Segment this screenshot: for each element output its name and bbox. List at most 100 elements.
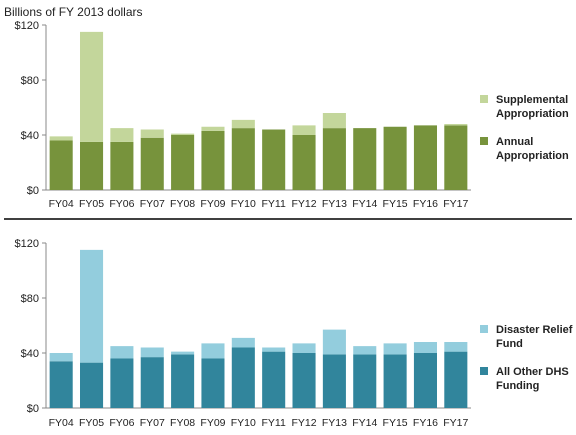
bar-annual-appropriation-fy05	[80, 141, 104, 190]
bar-annual-appropriation-fy17	[444, 125, 468, 190]
x-tick-label: FY15	[383, 417, 408, 429]
legend-swatch-supplemental-appropriation	[480, 95, 488, 103]
bar-supplemental-appropriation-fy17	[444, 124, 468, 126]
x-tick-label: FY13	[322, 417, 347, 429]
x-tick-label: FY17	[443, 198, 468, 210]
x-tick-label: FY11	[262, 417, 286, 429]
legend-label-annual-appropriation: Annual Appropriation	[496, 136, 569, 162]
bar-annual-appropriation-fy04	[49, 140, 73, 190]
bar-supplemental-appropriation-fy10	[231, 119, 255, 129]
bar-disaster-relief-fund-fy12	[292, 343, 316, 353]
bar-disaster-relief-fund-fy07	[140, 347, 164, 358]
x-tick-label: FY17	[443, 417, 468, 429]
bar-supplemental-appropriation-fy08	[171, 133, 195, 135]
bar-disaster-relief-fund-fy10	[231, 337, 255, 348]
bar-disaster-relief-fund-fy11	[262, 347, 286, 352]
bar-all-other-dhs-funding-fy16	[413, 353, 437, 408]
x-tick-label: FY12	[291, 417, 316, 429]
bar-disaster-relief-fund-fy15	[383, 343, 407, 355]
bar-disaster-relief-fund-fy16	[413, 342, 437, 353]
bar-supplemental-appropriation-fy13	[322, 113, 346, 129]
legend-swatch-all-other-dhs-funding	[480, 367, 488, 375]
bar-annual-appropriation-fy08	[171, 135, 195, 190]
bar-supplemental-appropriation-fy07	[140, 129, 164, 138]
x-tick-label: FY04	[49, 198, 74, 210]
x-tick-label: FY10	[231, 198, 256, 210]
bar-supplemental-appropriation-fy12	[292, 125, 316, 135]
x-tick-label: FY16	[413, 198, 438, 210]
bar-all-other-dhs-funding-fy10	[231, 347, 255, 408]
bar-annual-appropriation-fy09	[201, 130, 225, 190]
bar-all-other-dhs-funding-fy15	[383, 354, 407, 408]
x-tick-label: FY11	[262, 198, 286, 210]
x-tick-label: FY05	[79, 198, 104, 210]
x-tick-label: FY07	[140, 417, 165, 429]
bar-all-other-dhs-funding-fy06	[110, 358, 134, 408]
x-tick-label: FY08	[170, 198, 195, 210]
bar-annual-appropriation-fy16	[413, 125, 437, 190]
x-tick-label: FY07	[140, 198, 165, 210]
bar-disaster-relief-fund-fy09	[201, 343, 225, 359]
legend-label-disaster-relief-fund: Disaster Relief Fund	[496, 324, 573, 350]
x-tick-label: FY10	[231, 417, 256, 429]
y-tick-label: $80	[21, 293, 39, 305]
bar-disaster-relief-fund-fy05	[80, 249, 104, 363]
y-tick-label: $120	[15, 238, 39, 250]
bar-all-other-dhs-funding-fy05	[80, 362, 104, 408]
legend-swatch-disaster-relief-fund	[480, 325, 488, 333]
x-tick-label: FY15	[383, 198, 408, 210]
bar-all-other-dhs-funding-fy11	[262, 351, 286, 408]
bar-disaster-relief-fund-fy14	[353, 346, 377, 355]
x-tick-label: FY14	[352, 417, 377, 429]
bar-all-other-dhs-funding-fy08	[171, 354, 195, 408]
bar-supplemental-appropriation-fy05	[80, 31, 104, 142]
y-tick-label: $40	[21, 130, 39, 142]
bar-all-other-dhs-funding-fy14	[353, 354, 377, 408]
x-tick-label: FY09	[200, 198, 225, 210]
bar-annual-appropriation-fy06	[110, 141, 134, 190]
bar-all-other-dhs-funding-fy07	[140, 357, 164, 408]
top-chart-panel: $0 $40 $80 $120 FY04 FY05 FY06 FY07 FY08 FY09 FY10…	[15, 20, 569, 210]
bar-supplemental-appropriation-fy09	[201, 126, 225, 131]
bar-all-other-dhs-funding-fy09	[201, 358, 225, 408]
top-chart-ylabel: Billions of FY 2013 dollars	[4, 5, 143, 19]
bar-supplemental-appropriation-fy04	[49, 136, 73, 141]
x-tick-label: FY04	[49, 417, 74, 429]
bar-annual-appropriation-fy10	[231, 128, 255, 190]
bar-annual-appropriation-fy15	[383, 126, 407, 190]
x-tick-label: FY09	[200, 417, 225, 429]
bar-annual-appropriation-fy13	[322, 128, 346, 190]
x-tick-label: FY16	[413, 417, 438, 429]
bar-all-other-dhs-funding-fy04	[49, 361, 73, 408]
bar-disaster-relief-fund-fy13	[322, 329, 346, 355]
x-tick-label: FY06	[109, 417, 134, 429]
x-tick-label: FY08	[170, 417, 195, 429]
bottom-chart-panel: $0 $40 $80 $120 FY04 FY05 FY06 FY07 FY08 FY09 FY10…	[15, 238, 573, 429]
x-tick-label: FY06	[109, 198, 134, 210]
legend-label-all-other-dhs-funding: All Other DHS Funding	[496, 366, 569, 392]
y-tick-label: $80	[21, 75, 39, 87]
bar-disaster-relief-fund-fy17	[444, 342, 468, 352]
bar-annual-appropriation-fy14	[353, 128, 377, 190]
x-tick-label: FY12	[291, 198, 316, 210]
bar-annual-appropriation-fy07	[140, 137, 164, 190]
legend-label-supplemental-appropriation: Supplemental Appropriation	[496, 94, 569, 120]
y-tick-label: $0	[27, 185, 39, 197]
bar-all-other-dhs-funding-fy12	[292, 353, 316, 408]
x-tick-label: FY13	[322, 198, 347, 210]
x-tick-label: FY14	[352, 198, 377, 210]
bar-disaster-relief-fund-fy06	[110, 346, 134, 359]
bar-all-other-dhs-funding-fy17	[444, 351, 468, 408]
bar-disaster-relief-fund-fy04	[49, 353, 73, 362]
x-tick-label: FY05	[79, 417, 104, 429]
y-tick-label: $120	[15, 20, 39, 32]
bar-annual-appropriation-fy11	[262, 129, 286, 190]
y-tick-label: $40	[21, 348, 39, 360]
bar-annual-appropriation-fy12	[292, 135, 316, 190]
bar-supplemental-appropriation-fy06	[110, 128, 134, 142]
y-tick-label: $0	[27, 403, 39, 415]
bar-all-other-dhs-funding-fy13	[322, 354, 346, 408]
bar-disaster-relief-fund-fy08	[171, 351, 195, 355]
legend-swatch-annual-appropriation	[480, 137, 488, 145]
